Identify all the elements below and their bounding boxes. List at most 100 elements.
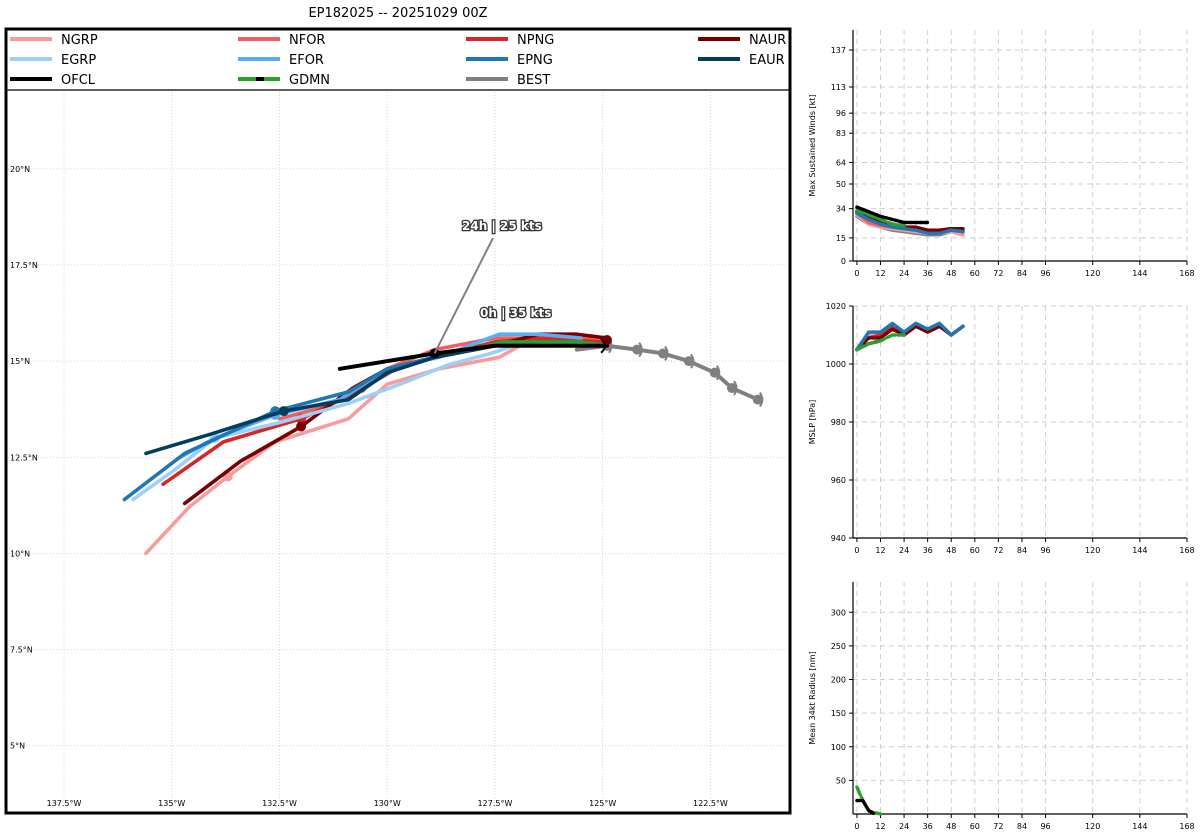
- legend-item-ofcl: OFCL: [10, 73, 96, 88]
- map-lat-tick-label: 20°N: [10, 165, 30, 174]
- y-tick-label: 113: [831, 83, 846, 92]
- y-tick-label: 200: [831, 676, 846, 685]
- legend-item-naur: NAUR: [698, 33, 786, 48]
- x-tick-label: 84: [1017, 546, 1027, 555]
- track-line-ofcl: [337, 343, 610, 371]
- x-tick-label: 36: [923, 546, 933, 555]
- map-lat-tick-label: 5°N: [10, 742, 25, 751]
- x-tick-label: 84: [1017, 269, 1027, 278]
- legend-label: NFOR: [289, 33, 325, 48]
- best-track-symbol: [758, 392, 764, 408]
- track-line-egrp: [131, 340, 527, 502]
- y-tick-label: 100: [831, 743, 846, 752]
- x-tick-label: 36: [923, 822, 933, 831]
- map-frame: [4, 27, 792, 815]
- y-tick-label: 250: [831, 642, 846, 651]
- x-tick-label: 60: [970, 546, 980, 555]
- x-tick-label: 120: [1085, 269, 1100, 278]
- x-tick-label: 48: [946, 546, 956, 555]
- legend-label: EAUR: [749, 53, 785, 68]
- y-tick-label: 34: [836, 205, 846, 214]
- x-tick-label: 0: [854, 269, 859, 278]
- best-track-point: [632, 344, 643, 355]
- x-tick-label: 48: [946, 269, 956, 278]
- legend-label: EPNG: [517, 53, 553, 68]
- x-tick-label: 96: [1040, 822, 1050, 831]
- map-lat-tick-label: 17.5°N: [10, 261, 38, 270]
- y-tick-label: 0: [841, 257, 846, 266]
- best-track-symbol: [690, 353, 695, 369]
- map-lon-tick-label: 122.5°W: [693, 799, 728, 808]
- y-tick-label: 940: [831, 534, 846, 543]
- y-axis-title: Max Sustained Winds [kt]: [808, 94, 817, 196]
- x-tick-label: 96: [1040, 269, 1050, 278]
- legend-item-ngrp: NGRP: [10, 33, 98, 48]
- track-point-naur: [296, 421, 307, 432]
- x-tick-label: 168: [1179, 269, 1194, 278]
- map-tracks: [122, 332, 764, 556]
- legend-item-gdmn: GDMN: [238, 73, 330, 88]
- y-tick-label: 150: [831, 709, 846, 718]
- best-track-symbol: [664, 345, 669, 362]
- legend-item-best: BEST: [466, 73, 550, 88]
- x-tick-label: 120: [1085, 546, 1100, 555]
- y-tick-label: 50: [836, 776, 846, 785]
- map-annotations: 24h | 25 kts 0h | 35 kts: [433, 218, 606, 354]
- x-tick-label: 60: [970, 269, 980, 278]
- track-line-ngrp: [144, 336, 536, 556]
- y-tick-label: 15: [836, 234, 846, 243]
- series-line-ofcl: [855, 798, 877, 816]
- x-tick-label: 96: [1040, 546, 1050, 555]
- legend-item-epng: EPNG: [466, 53, 553, 68]
- series-line-naur: [855, 210, 965, 232]
- series-line-ofcl: [855, 205, 930, 225]
- map-lat-tick-label: 15°N: [10, 357, 30, 366]
- y-tick-label: 137: [831, 46, 846, 55]
- map-lon-tick-label: 130°W: [374, 799, 401, 808]
- y-tick-label: 960: [831, 476, 846, 485]
- legend-label: EGRP: [61, 53, 96, 68]
- map-grid: 137.5°W 135°W 132.5°W 130°W 127.5°W 125°W 122.…: [8, 92, 788, 811]
- series-line-epng: [855, 211, 965, 235]
- x-tick-label: 36: [923, 269, 933, 278]
- legend-label: EFOR: [289, 53, 324, 68]
- x-tick-label: 168: [1179, 822, 1194, 831]
- legend-item-nfor: NFOR: [238, 33, 325, 48]
- map-lon-tick-label: 127.5°W: [478, 799, 513, 808]
- x-tick-label: 168: [1179, 546, 1194, 555]
- legend: NGRP NFOR NPNG NAUR EGRP EFOR EPNG EAUR OFCL GDMN…: [10, 33, 786, 88]
- x-tick-label: 48: [946, 822, 956, 831]
- x-tick-label: 144: [1132, 546, 1147, 555]
- track-best: [574, 338, 764, 408]
- best-track-symbol: [733, 380, 738, 396]
- map-lon-tick-label: 125°W: [589, 799, 616, 808]
- radius-panel: 0 12 24 36 48 60 72 84 96 120 144 168 50 100 150 200 250…: [808, 582, 1195, 831]
- legend-label: GDMN: [289, 73, 330, 88]
- annotation-leader: [433, 237, 494, 354]
- y-tick-label: 1000: [826, 360, 846, 369]
- x-tick-label: 0: [854, 546, 859, 555]
- best-track-point: [658, 348, 669, 359]
- x-tick-label: 144: [1132, 822, 1147, 831]
- x-tick-label: 72: [993, 269, 1003, 278]
- y-tick-label: 83: [836, 129, 846, 138]
- x-tick-label: 24: [899, 546, 909, 555]
- x-tick-label: 24: [899, 269, 909, 278]
- legend-item-npng: NPNG: [466, 33, 554, 48]
- x-tick-label: 0: [854, 822, 859, 831]
- series-line-epng: [855, 321, 965, 352]
- track-point-eaur: [278, 406, 289, 417]
- y-tick-label: 64: [836, 158, 846, 167]
- best-track-point: [709, 367, 720, 378]
- legend-label: BEST: [517, 73, 550, 88]
- map-lon-tick-label: 132.5°W: [262, 799, 297, 808]
- y-tick-label: 96: [836, 109, 846, 118]
- y-tick-label: 980: [831, 418, 846, 427]
- map-lon-tick-label: 135°W: [158, 799, 185, 808]
- x-tick-label: 24: [899, 822, 909, 831]
- y-axis-title: Mean 34kt Radius [nm]: [808, 651, 817, 744]
- map-lat-tick-label: 10°N: [10, 549, 30, 558]
- series-line-gdmn: [855, 208, 906, 228]
- x-tick-label: 72: [993, 546, 1003, 555]
